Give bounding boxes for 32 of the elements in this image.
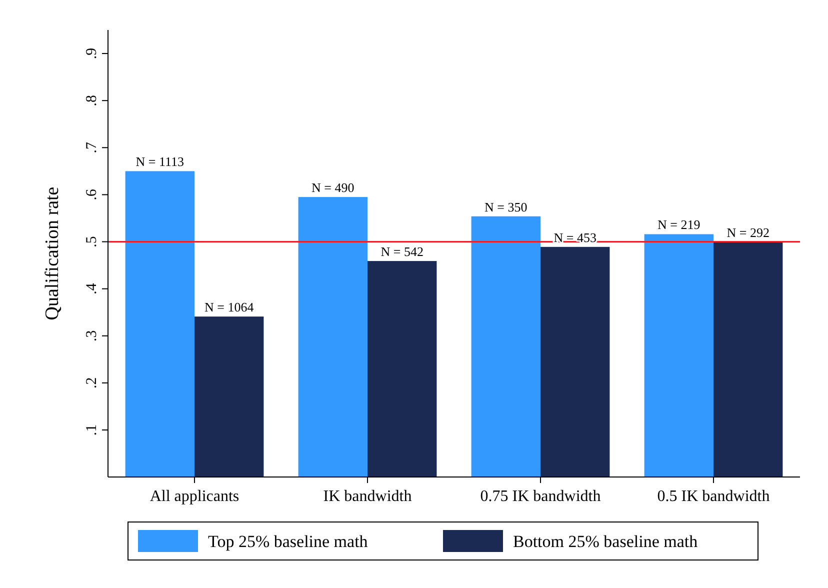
annotation: N = 350 xyxy=(484,199,528,214)
annotation: N = 219 xyxy=(658,217,700,232)
y-tick-label: .3 xyxy=(84,330,100,342)
bar xyxy=(471,216,540,477)
y-tick-label: .9 xyxy=(84,48,100,60)
y-tick-label: .7 xyxy=(84,142,100,154)
y-tick-label: .8 xyxy=(84,94,100,106)
x-tick-label: 0.5 IK bandwidth xyxy=(657,488,770,505)
x-tick-label: 0.75 IK bandwidth xyxy=(480,488,601,505)
bar xyxy=(644,234,714,477)
x-tick-label: All applicants xyxy=(150,488,240,505)
bar xyxy=(540,246,610,477)
bar xyxy=(714,242,783,477)
annotation: N = 1064 xyxy=(204,300,254,315)
annotation: N = 1113 xyxy=(136,154,184,170)
y-tick-label: .1 xyxy=(84,424,100,436)
x-tick-label: IK bandwidth xyxy=(323,488,412,505)
y-tick-label: .5 xyxy=(84,236,100,248)
y-axis-title: Qualification rate xyxy=(42,186,63,320)
y-tick-label: .6 xyxy=(84,188,100,200)
y-tick-label: .2 xyxy=(84,377,100,389)
legend-label: Bottom 25% baseline math xyxy=(513,532,698,551)
annotation: N = 490 xyxy=(312,180,354,196)
annotation: N = 542 xyxy=(380,244,424,260)
annotation: N = 292 xyxy=(726,225,770,240)
y-tick-label: .4 xyxy=(84,282,100,294)
bar xyxy=(368,261,437,477)
bar xyxy=(194,316,264,477)
bar xyxy=(125,171,194,477)
annotation: N = 453 xyxy=(554,230,596,245)
legend-label: Top 25% baseline math xyxy=(208,532,368,551)
bar xyxy=(298,197,368,477)
